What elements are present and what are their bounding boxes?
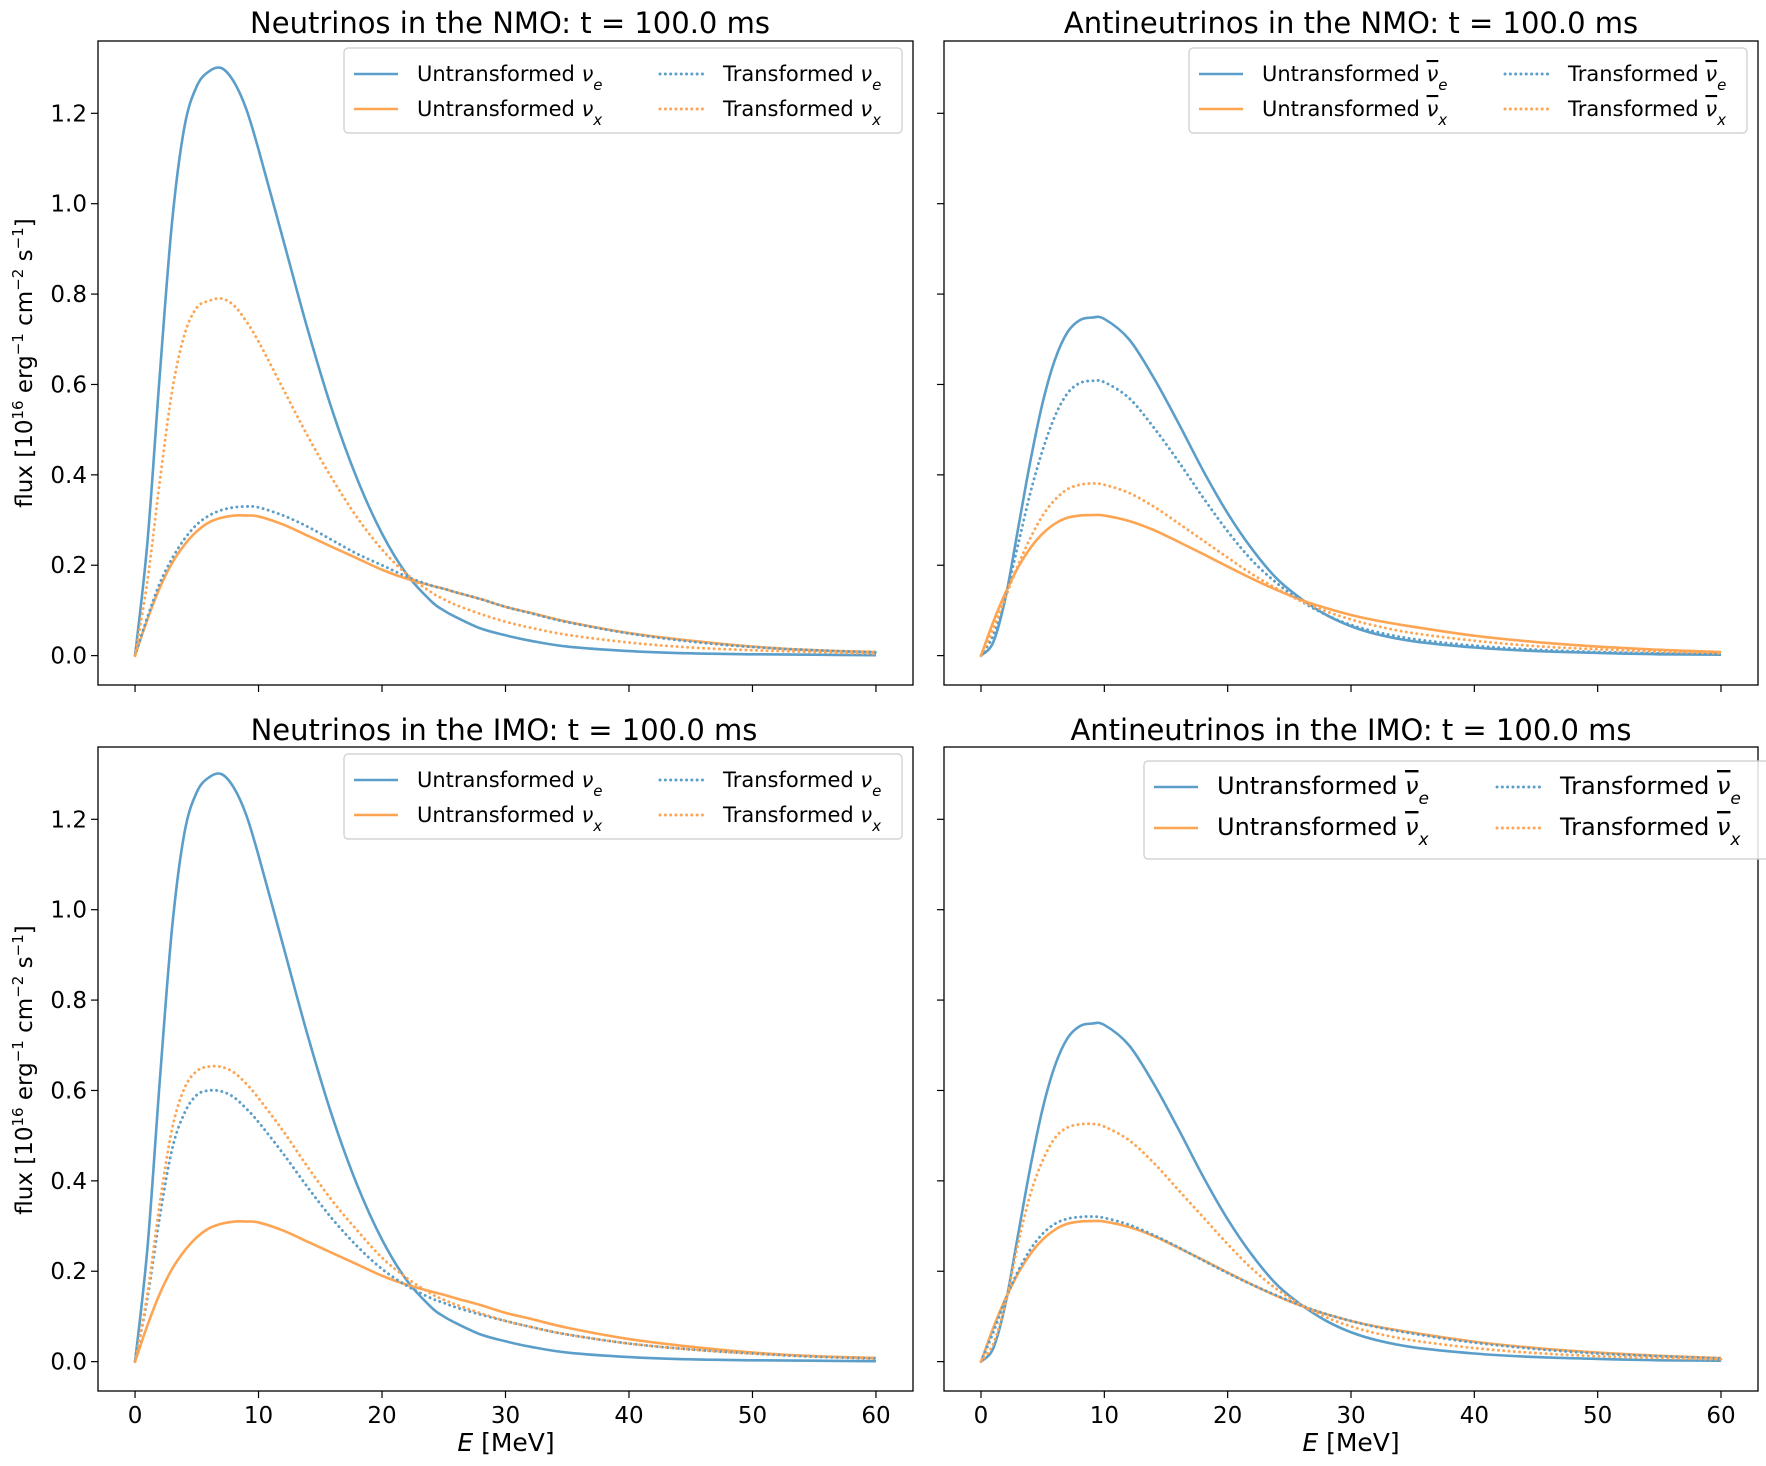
axis-ticks: 0 10 20 30 40 50 60 0.0 0.2 0.4 0.6 0.8 1.0 1.2: [50, 807, 890, 1429]
y-tick-label: 0.0: [50, 1350, 87, 1376]
series-line-3: [979, 481, 1723, 658]
panel-title: Antineutrinos in the NMO: t = 100.0 ms: [1064, 6, 1638, 40]
x-tick-label: 40: [614, 1403, 643, 1429]
y-tick-label: 0.6: [50, 1078, 87, 1104]
legend-label: Untransformed νx: [417, 97, 602, 129]
axes-frame: [97, 746, 914, 1392]
y-tick-label: 1.2: [50, 101, 87, 127]
series-line-1: [979, 1219, 1722, 1363]
panel-neutrinos-nmo: Neutrinos in the NMO: t = 100.0 ms 0.00.…: [9, 6, 914, 692]
x-tick-label: 20: [1213, 1403, 1242, 1429]
panel-title: Neutrinos in the IMO: t = 100.0 ms: [251, 713, 758, 747]
legend-label: Transformed νe: [1567, 62, 1726, 94]
legend-label: Transformed νe: [1559, 772, 1741, 809]
series-line-3: [979, 1122, 1723, 1364]
axis-ticks: 0.0 0.2 0.4 0.6 0.8 1.0 1.2: [50, 101, 877, 692]
x-tick-label: 10: [244, 1403, 273, 1429]
series-line-2: [133, 1088, 878, 1364]
legend-label: Untransformed νe: [417, 62, 603, 94]
series-line-2: [979, 378, 1723, 658]
y-axis-label: flux [1016 erg−1 cm−2 s−1]: [9, 925, 38, 1214]
series-line-0: [133, 66, 876, 657]
x-tick-label: 20: [367, 1403, 396, 1429]
y-tick-label: 0.8: [50, 988, 87, 1014]
panel-antineutrinos-nmo: Antineutrinos in the NMO: t = 100.0 ms U…: [937, 6, 1759, 692]
legend-frame: [343, 47, 903, 134]
axis-ticks: 0 10 20 30 40 50 60: [937, 818, 1736, 1429]
x-tick-label: 40: [1460, 1403, 1489, 1429]
series-line-2: [979, 1215, 1723, 1364]
legend-frame: [343, 753, 903, 840]
legend-label: Untransformed νx: [417, 803, 602, 835]
plot-area: [979, 1021, 1723, 1364]
y-tick-label: 0.4: [50, 463, 87, 489]
legend-label: Transformed νx: [722, 803, 881, 835]
legend-label: Transformed νx: [722, 97, 881, 129]
legend-label: Untransformed νe: [1262, 62, 1448, 94]
y-tick-label: 0.2: [50, 1259, 87, 1285]
panel-title: Neutrinos in the NMO: t = 100.0 ms: [250, 6, 770, 40]
panel-neutrinos-imo: Neutrinos in the IMO: t = 100.0 ms 0 10 20…: [9, 713, 914, 1457]
plot-area: [133, 772, 878, 1364]
x-tick-label: 0: [974, 1403, 989, 1429]
series-line-1: [133, 514, 876, 657]
y-tick-label: 1.0: [50, 898, 87, 924]
x-axis-label: E [MeV]: [457, 1428, 554, 1457]
series-line-3: [133, 1064, 878, 1364]
legend-label: Untransformed νx: [1262, 97, 1447, 129]
series-line-0: [980, 315, 1722, 657]
legend-label: Transformed νx: [1559, 813, 1741, 850]
y-tick-label: 0.0: [50, 644, 87, 670]
x-tick-label: 10: [1090, 1403, 1119, 1429]
legend-frame: [1188, 47, 1748, 134]
series-line-0: [980, 1021, 1722, 1363]
legend: Untransformed νe Untransformed νx Transfor…: [1143, 760, 1766, 860]
series-line-0: [133, 772, 876, 1363]
x-tick-label: 30: [1336, 1403, 1365, 1429]
axes-frame: [97, 40, 914, 686]
y-tick-label: 0.2: [50, 553, 87, 579]
x-axis-label: E [MeV]: [1302, 1428, 1399, 1457]
series-line-3: [133, 296, 878, 658]
plot-area: [979, 315, 1723, 658]
axes-frame: [943, 40, 1759, 686]
panel-title: Antineutrinos in the IMO: t = 100.0 ms: [1070, 713, 1631, 747]
legend-label: Untransformed νe: [1217, 772, 1429, 809]
legend-label: Transformed νe: [722, 768, 881, 800]
legend-label: Transformed νe: [722, 62, 881, 94]
legend-label: Untransformed νx: [1217, 813, 1429, 850]
x-tick-label: 0: [128, 1403, 143, 1429]
y-tick-label: 1.2: [50, 807, 87, 833]
axis-ticks: [937, 112, 1722, 692]
legend-label: Untransformed νe: [417, 768, 603, 800]
x-tick-label: 60: [1706, 1403, 1735, 1429]
panel-antineutrinos-imo: Antineutrinos in the IMO: t = 100.0 ms 0…: [937, 713, 1766, 1457]
x-tick-label: 60: [861, 1403, 890, 1429]
y-tick-label: 1.0: [50, 192, 87, 218]
legend-frame: [1143, 760, 1766, 860]
x-tick-label: 30: [491, 1403, 520, 1429]
y-tick-label: 0.4: [50, 1169, 87, 1195]
series-line-1: [979, 513, 1722, 657]
plot-area: [133, 66, 878, 658]
series-line-2: [133, 504, 878, 658]
legend-label: Transformed νx: [1567, 97, 1726, 129]
x-tick-label: 50: [1583, 1403, 1612, 1429]
x-tick-label: 50: [738, 1403, 767, 1429]
y-tick-label: 0.8: [50, 282, 87, 308]
y-axis-label: flux [1016 erg−1 cm−2 s−1]: [9, 218, 38, 507]
series-line-1: [133, 1220, 876, 1363]
y-tick-label: 0.6: [50, 372, 87, 398]
